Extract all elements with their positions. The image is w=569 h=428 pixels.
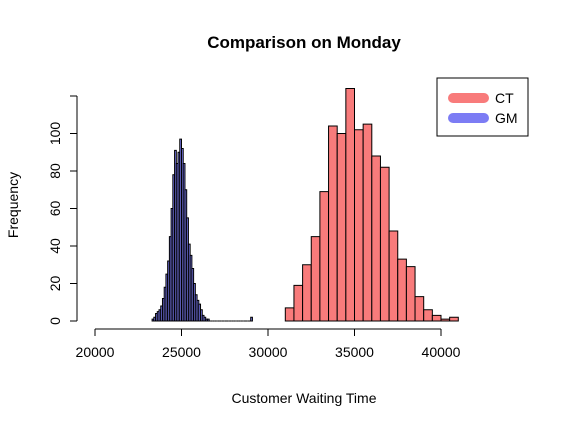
bar-gm-29000 — [250, 316, 253, 322]
x-tick-label: 40000 — [422, 344, 461, 360]
bar-ct-40000 — [440, 318, 451, 322]
x-axis-label: Customer Waiting Time — [232, 390, 377, 406]
bar-ct-36500 — [379, 166, 390, 322]
bar-ct-33000 — [319, 191, 330, 322]
y-axis-label: Frequency — [5, 172, 21, 238]
bar-ct-38000 — [405, 266, 416, 322]
bar-ct-32500 — [310, 236, 321, 322]
bar-ct-39500 — [431, 314, 442, 322]
y-tick-label: 60 — [47, 201, 63, 217]
x-tick-label: 20000 — [76, 344, 115, 360]
bar-ct-40500 — [449, 316, 459, 322]
bar-ct-31500 — [293, 284, 304, 322]
bar-ct-36000 — [371, 155, 381, 322]
x-axis: 20000 25000 30000 35000 40000 — [76, 328, 461, 360]
y-tick-label: 40 — [47, 238, 63, 254]
legend-label-gm: GM — [495, 110, 518, 126]
bar-ct-33500 — [328, 125, 338, 322]
bar-ct-37500 — [397, 258, 407, 322]
bar-gm-26500 — [206, 318, 210, 322]
legend-box — [436, 77, 529, 137]
bar-ct-35000 — [354, 129, 364, 322]
y-tick-label: 20 — [47, 276, 63, 292]
bar-ct-37000 — [388, 230, 399, 322]
bar-ct-31000 — [284, 307, 295, 322]
y-tick-label: 80 — [47, 163, 63, 179]
x-tick-label: 35000 — [335, 344, 374, 360]
x-tick-label: 25000 — [162, 344, 201, 360]
bar-ct-32000 — [302, 264, 312, 322]
series-gm — [151, 138, 253, 322]
bars-group — [151, 88, 459, 322]
bar-ct-34000 — [336, 133, 347, 322]
chart-title: Comparison on Monday — [207, 33, 401, 52]
legend-label-ct: CT — [495, 90, 514, 106]
bar-ct-39000 — [423, 309, 433, 322]
y-tick-label: 100 — [47, 122, 63, 146]
y-axis: 0 20 40 60 80 100 — [47, 95, 78, 325]
bar-ct-34500 — [345, 88, 356, 322]
series-ct — [284, 88, 459, 322]
bar-ct-38500 — [414, 296, 425, 322]
legend: CT GM — [436, 77, 529, 137]
x-tick-label: 30000 — [249, 344, 288, 360]
y-tick-label: 0 — [47, 317, 63, 325]
bar-ct-35500 — [362, 123, 373, 322]
